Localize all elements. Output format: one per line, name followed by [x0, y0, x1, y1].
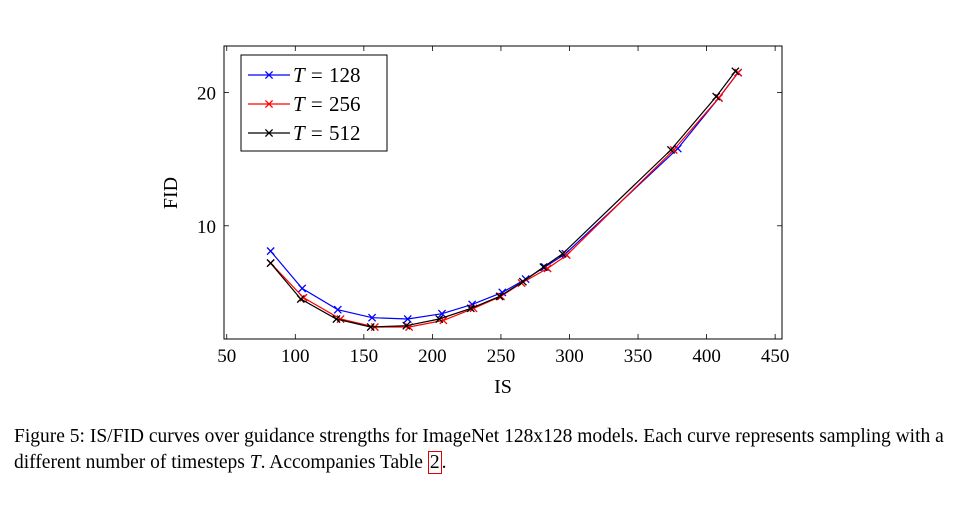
table-reference-link[interactable]: 2	[427, 451, 442, 474]
data-point	[518, 277, 527, 286]
legend-box	[240, 54, 388, 152]
x-tick-label: 100	[281, 346, 310, 367]
x-tick-label: 50	[217, 346, 236, 367]
legend-entry: T = 128	[248, 63, 360, 87]
data-point	[435, 314, 444, 324]
legend: T = 128 T = 256 T = 512	[240, 54, 388, 152]
legend-marker	[264, 99, 274, 109]
data-point	[403, 314, 412, 324]
data-point	[731, 67, 740, 76]
caption-variable: T	[249, 452, 261, 473]
x-tick-label: 450	[761, 346, 790, 367]
y-tick-label: 10	[197, 217, 216, 238]
caption-middle: . Accompanies Table	[260, 452, 428, 473]
data-point	[495, 292, 504, 301]
series-line	[270, 70, 736, 328]
data-point	[669, 145, 678, 154]
legend-label: T = 512	[293, 121, 360, 145]
figure-caption: Figure 5: IS/FID curves over guidance st…	[14, 424, 949, 476]
fid-vs-is-chart: 50 100 150 200 250 300 350 400 450 10 20 IS FID T …	[160, 45, 789, 398]
data-point	[402, 321, 411, 330]
caption-prefix: Figure 5: IS/FID curves over guidance st…	[14, 426, 944, 473]
axis-ticks: 50 100 150 200 250 300 350 400 450 10 20	[197, 46, 789, 367]
y-axis-title: FID	[160, 177, 182, 209]
x-tick-label: 300	[555, 346, 584, 367]
plot-border	[223, 45, 783, 340]
legend-marker	[264, 128, 274, 138]
data-point	[333, 305, 342, 314]
x-tick-label: 250	[487, 346, 516, 367]
data-point	[558, 249, 567, 258]
legend-label: T = 256	[293, 92, 360, 116]
x-axis-title: IS	[494, 376, 512, 398]
x-tick-label: 400	[692, 346, 721, 367]
data-point	[539, 263, 548, 272]
data-point	[332, 314, 341, 324]
x-tick-label: 200	[418, 346, 447, 367]
legend-marker	[264, 70, 274, 80]
x-tick-label: 350	[624, 346, 653, 367]
data-point	[666, 145, 676, 154]
data-point	[734, 68, 743, 77]
data-point	[296, 294, 305, 304]
series-512	[266, 67, 740, 332]
series-line	[270, 72, 739, 328]
data-point	[366, 322, 375, 332]
legend-entry: T = 512	[248, 121, 360, 145]
caption-suffix: .	[441, 452, 447, 473]
data-point	[712, 92, 721, 101]
legend-label: T = 128	[293, 63, 360, 87]
plot-area	[223, 45, 783, 340]
legend-entry: T = 256	[248, 92, 360, 116]
data-point	[466, 304, 475, 313]
series-line	[270, 72, 739, 320]
x-tick-label: 150	[350, 346, 379, 367]
series-lines	[266, 67, 743, 332]
data-point	[266, 247, 275, 256]
data-point	[298, 284, 307, 293]
data-point	[437, 309, 447, 318]
y-tick-label: 20	[197, 84, 216, 105]
data-point	[266, 259, 275, 268]
data-point	[368, 313, 377, 322]
